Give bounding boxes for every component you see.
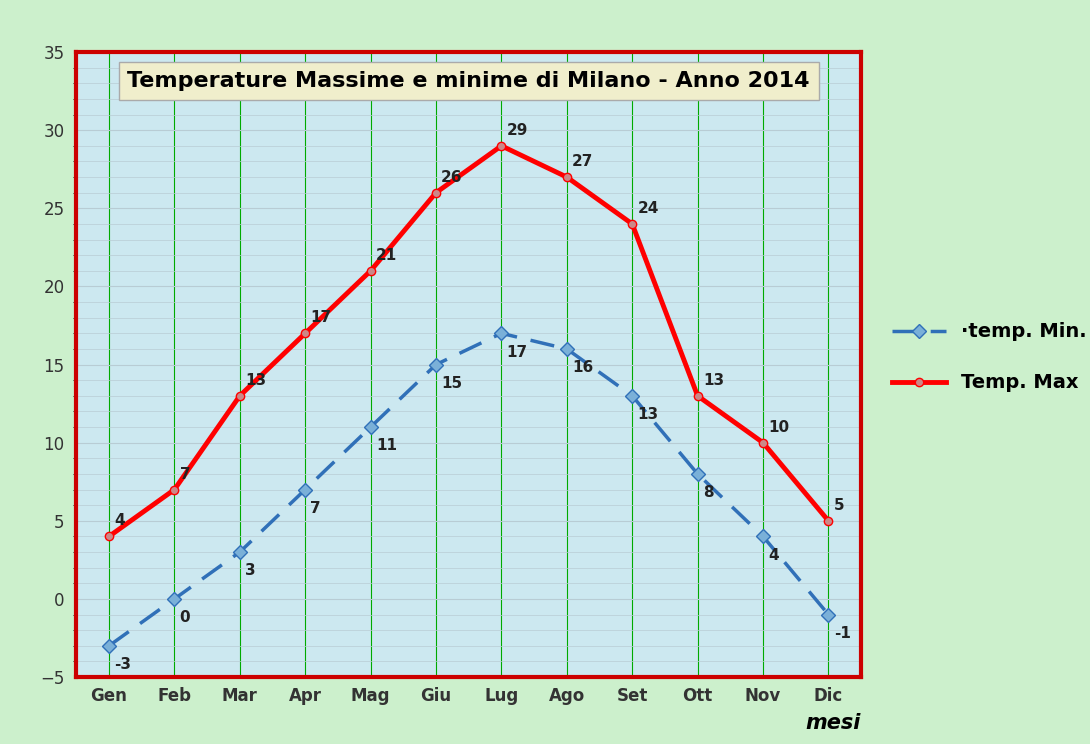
Text: 0: 0 — [180, 610, 191, 626]
Text: 4: 4 — [768, 548, 779, 563]
Text: 17: 17 — [507, 344, 528, 360]
Legend: ·temp. Min., Temp. Max: ·temp. Min., Temp. Max — [892, 322, 1086, 392]
Text: 17: 17 — [311, 310, 331, 325]
Text: 29: 29 — [507, 123, 528, 138]
Text: -3: -3 — [114, 657, 131, 673]
Text: 10: 10 — [768, 420, 789, 434]
Text: 16: 16 — [572, 360, 593, 376]
X-axis label: mesi: mesi — [806, 713, 861, 733]
Text: 8: 8 — [703, 485, 714, 501]
Text: 26: 26 — [441, 170, 463, 185]
Text: Temperature Massime e minime di Milano - Anno 2014: Temperature Massime e minime di Milano -… — [128, 71, 810, 91]
Text: 7: 7 — [311, 501, 322, 516]
Text: 3: 3 — [245, 563, 256, 579]
Text: 13: 13 — [703, 373, 724, 388]
Text: 11: 11 — [376, 438, 397, 454]
Text: 4: 4 — [114, 513, 125, 528]
Text: 5: 5 — [834, 498, 845, 513]
Text: 13: 13 — [638, 407, 658, 423]
Text: 15: 15 — [441, 376, 462, 391]
Text: 13: 13 — [245, 373, 266, 388]
Text: 24: 24 — [638, 201, 658, 216]
Text: 27: 27 — [572, 154, 593, 169]
Text: 21: 21 — [376, 248, 397, 263]
Text: -1: -1 — [834, 626, 850, 641]
Text: 7: 7 — [180, 466, 191, 481]
